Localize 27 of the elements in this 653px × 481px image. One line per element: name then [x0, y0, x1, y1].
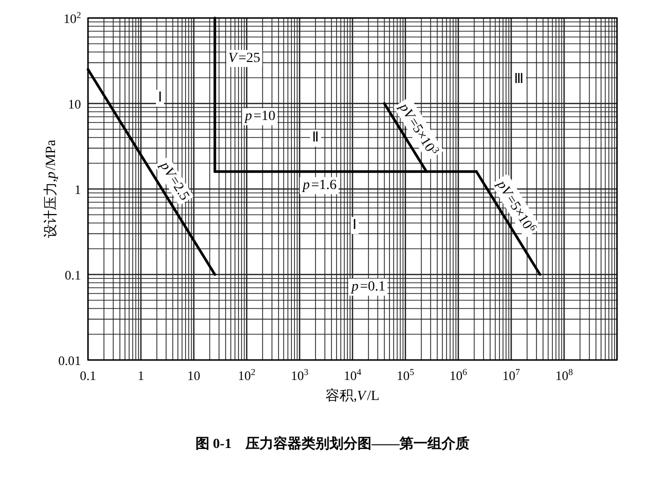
x-tick-label: 10: [187, 368, 200, 383]
x-tick-label: 10$^{5}$: [396, 367, 415, 383]
x-tick-label: 10$^{7}$: [502, 367, 520, 383]
annotation: p=0.1: [350, 280, 386, 295]
y-axis-title: 设计压力,p/MPa: [43, 139, 59, 238]
x-tick-label: 0.1: [80, 368, 96, 383]
y-tick-label: 1: [74, 182, 81, 197]
x-tick-label: 1: [138, 368, 144, 383]
annotation: Ⅱ: [312, 130, 320, 146]
text: 图 0-1 压力容器类别划分图——第一组介质: [195, 435, 470, 452]
x-tick-label: 10$^{3}$: [290, 367, 309, 383]
y-tick-label: 10$^{2}$: [63, 10, 82, 26]
annotation: Ⅰ: [158, 90, 162, 106]
x-axis-title: 容积,V/L: [325, 388, 380, 404]
x-tick-label: 10$^{4}$: [344, 367, 362, 383]
x-tick-label: 10$^{8}$: [555, 367, 574, 383]
annotation: pV=2.5: [156, 158, 192, 204]
annotation: Ⅰ: [352, 218, 357, 233]
annotation: p=10: [244, 109, 276, 124]
x-tick-label: 10$^{6}$: [450, 367, 468, 383]
y-tick-label: 0.01: [58, 353, 81, 368]
y-tick-label: 0.1: [64, 268, 81, 282]
y-tick-label: 10: [68, 96, 81, 112]
annotation: V=25: [228, 50, 260, 66]
annotation: Ⅲ: [514, 72, 524, 87]
x-tick-label: 10$^{2}$: [238, 367, 256, 383]
annotation: p=1.6: [302, 178, 337, 194]
